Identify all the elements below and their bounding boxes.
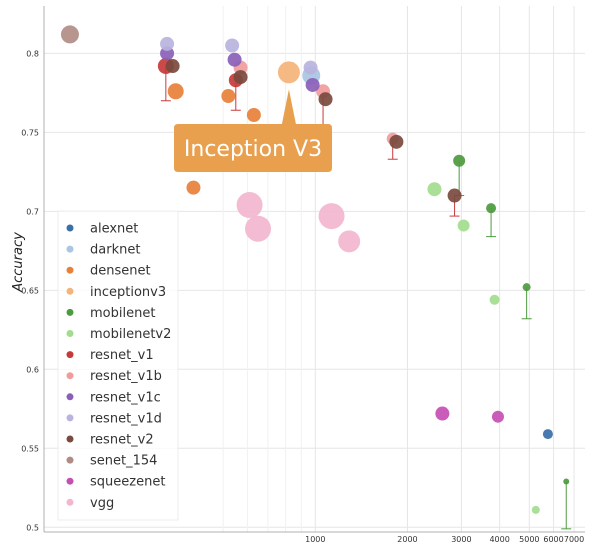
alexnet-point [542,429,553,440]
legend-swatch-vgg [66,498,74,506]
legend-swatch-mobilenet [66,308,74,316]
densenet-point [167,83,184,100]
mobilenet-point [522,283,531,292]
x-tick-label: 1000 [305,535,325,544]
x-tick-label: 6000 [543,535,563,544]
legend-swatch-resnet_v1b [66,372,74,380]
legend-swatch-alexnet [66,224,74,232]
legend-swatch-senet_154 [66,456,74,464]
mobilenetv2-point [427,182,442,197]
resnet_v1d-point [160,36,175,51]
mobilenetv2-point [457,219,470,232]
legend-items: alexnet darknet densenet inceptionv3 mobilen… [66,222,171,511]
y-axis-label: Accuracy [11,232,26,293]
y-tick-label: 0.5 [26,523,39,532]
legend-label-alexnet: alexnet [90,222,138,237]
legend-swatch-mobilenetv2 [66,330,74,337]
vgg-point [338,230,361,253]
x-tick-label: 5000 [519,535,539,544]
legend-box [57,210,179,521]
legend-swatch-resnet_v2 [66,435,74,443]
resnet_v2-point [318,92,333,107]
legend: alexnet darknet densenet inceptionv3 mobilen… [57,210,179,521]
y-tick-label: 0.55 [21,444,39,453]
legend-swatch-resnet_v1 [66,351,74,359]
vgg-point [236,192,263,219]
resnet_v2-point [447,188,462,203]
legend-label-mobilenet: mobilenet [90,306,155,321]
squeezenet-point [491,410,504,423]
inceptionv3-point [277,61,300,84]
y-tick-labels: 0.5 0.55 0.6 0.65 0.7 0.75 0.8 [21,49,39,532]
vgg-point [245,215,272,242]
resnet_v1d-point [225,38,240,53]
mobilenetv2-point [489,294,500,305]
legend-label-inceptionv3: inceptionv3 [90,285,166,300]
legend-swatch-squeezenet [66,477,74,485]
densenet-point [221,89,236,104]
x-tick-labels: 1000 2000 3000 4000 5000 6000 7000 [305,535,584,544]
legend-swatch-resnet_v1c [66,393,74,401]
y-tick-label: 0.75 [21,128,39,137]
tooltip-label: Inception V3 [184,137,322,162]
squeezenet-point [435,406,450,421]
legend-label-resnet_v1c: resnet_v1c [90,390,161,405]
legend-swatch-densenet [66,266,74,274]
resnet_v1d-point [303,60,318,75]
legend-label-resnet_v1: resnet_v1 [90,348,154,363]
y-tick-label: 0.65 [21,286,39,295]
legend-swatch-inceptionv3 [66,287,74,295]
legend-label-mobilenetv2: mobilenetv2 [90,327,171,342]
y-tick-label: 0.7 [26,207,39,216]
x-tick-label: 4000 [489,535,509,544]
legend-label-resnet_v1d: resnet_v1d [90,411,162,426]
legend-swatch-darknet [66,245,74,253]
x-tick-label: 2000 [397,535,417,544]
x-tick-label: 7000 [564,535,584,544]
mobilenetv2-point [531,505,540,514]
legend-label-resnet_v1b: resnet_v1b [90,369,162,384]
legend-label-darknet: darknet [90,243,140,258]
mobilenet-point [453,154,466,167]
legend-label-densenet: densenet [90,264,151,279]
legend-label-resnet_v2: resnet_v2 [90,433,154,448]
senet_154-point [60,25,79,44]
y-tick-label: 0.8 [26,49,39,58]
tooltip-callout [174,89,332,172]
resnet_v2-point [389,134,404,149]
legend-label-senet_154: senet_154 [90,454,157,469]
hover-tooltip: Inception V3 [174,89,332,172]
densenet-point [186,180,201,195]
resnet_v2-point [165,59,180,74]
mobilenet-point [486,203,497,214]
legend-label-vgg: vgg [90,496,114,511]
vgg-point [318,203,345,230]
grid-lines [44,6,585,532]
resnet_v2-point [233,70,248,85]
densenet-point [246,107,261,122]
legend-label-squeezenet: squeezenet [90,475,165,490]
y-tick-label: 0.6 [26,365,39,374]
resnet_v1c-point [227,52,242,67]
legend-swatch-resnet_v1d [66,414,74,422]
resnet_v1c-point [305,77,320,92]
x-tick-label: 3000 [451,535,471,544]
mobilenet-point [563,478,570,485]
